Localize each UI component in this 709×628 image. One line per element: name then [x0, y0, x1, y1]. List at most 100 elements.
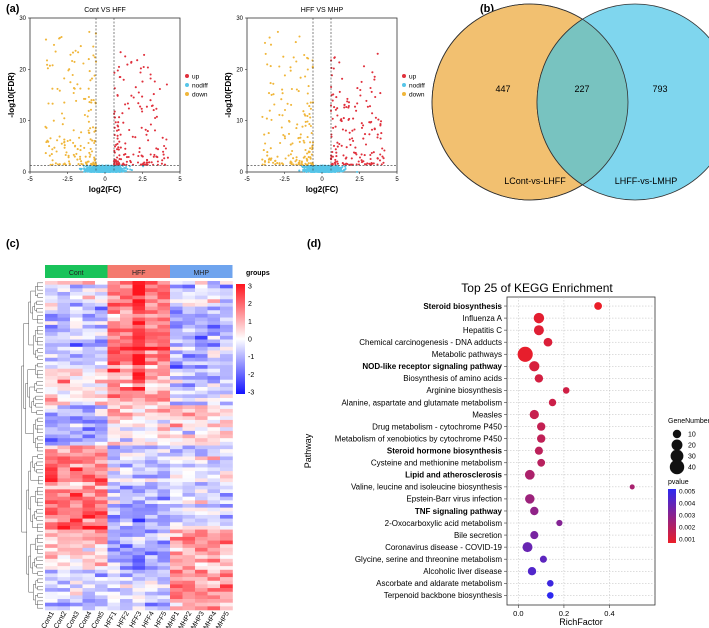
heatmap-cell [70, 438, 83, 443]
heatmap-cell [195, 547, 208, 552]
x-tick-label: 2.5 [355, 177, 364, 183]
heatmap-cell [195, 518, 208, 523]
heatmap-cell [57, 467, 71, 472]
heatmap-cell [132, 558, 146, 563]
volcano-point-up [124, 142, 127, 145]
volcano-point-up [374, 95, 377, 99]
heatmap-cell [82, 558, 96, 563]
volcano-point-down [265, 117, 268, 120]
heatmap-cell [220, 544, 233, 549]
volcano-point-down [67, 154, 70, 157]
heatmap-cell [82, 580, 96, 585]
heatmap-cell [170, 343, 183, 348]
volcano-point-up [113, 71, 116, 74]
heatmap-cell [182, 456, 196, 461]
volcano-point-down [93, 74, 96, 77]
heatmap-cell [57, 489, 71, 494]
heatmap-cell [145, 540, 158, 545]
heatmap-cell [70, 299, 83, 304]
volcano-point-down [307, 150, 310, 153]
volcano-point-up [342, 117, 345, 120]
heatmap-cell [82, 478, 96, 483]
heatmap-cell [57, 387, 71, 391]
heatmap-cell [57, 496, 71, 501]
volcano-point-down [297, 161, 300, 164]
heatmap-cell [70, 288, 83, 293]
volcano-point-down [51, 64, 54, 67]
volcano-point-down [90, 99, 93, 102]
heatmap-cell [57, 390, 71, 395]
heatmap-cell [95, 310, 108, 315]
pathway-label: Chemical carcinogenesis - DNA adducts [359, 338, 502, 347]
heatmap-cell [220, 412, 233, 417]
heatmap-cell [120, 540, 133, 545]
heatmap-cell [170, 507, 183, 512]
heatmap-cell [220, 533, 233, 538]
heatmap-cell [220, 306, 233, 311]
heatmap-cell [57, 441, 71, 446]
heatmap-cell [195, 551, 208, 556]
volcano-point-up [347, 106, 350, 109]
heatmap-cell [132, 281, 146, 285]
heatmap-cell [170, 518, 183, 523]
heatmap-cell [170, 529, 183, 534]
volcano-point-down [44, 38, 48, 41]
heatmap-cell [107, 558, 121, 563]
heatmap-cell [157, 577, 171, 582]
heatmap-cell [157, 281, 171, 285]
heatmap-cell [182, 460, 196, 465]
heatmap-cell [157, 284, 171, 289]
heatmap-cell [70, 551, 83, 556]
heatmap-cell [70, 588, 83, 593]
heatmap-cell [207, 452, 221, 457]
x-tick-label: 2.5 [138, 177, 147, 183]
heatmap-cell [82, 460, 96, 465]
heatmap-cell [195, 544, 208, 549]
heatmap-cell [157, 354, 171, 359]
heatmap-cell [45, 547, 58, 552]
heatmap-cell [107, 438, 121, 443]
heatmap-cell [182, 302, 196, 307]
volcano-point-up [119, 51, 122, 54]
heatmap-cell [107, 595, 121, 600]
heatmap-cell [57, 405, 71, 410]
heatmap-cell [57, 438, 71, 443]
volcano-point-down [44, 152, 47, 155]
volcano-point-down [289, 143, 292, 146]
heatmap-cell [207, 357, 221, 362]
heatmap-cell [207, 562, 221, 567]
volcano-point-up [383, 149, 386, 152]
volcano-point-up [358, 156, 362, 159]
volcano-point-up [116, 93, 119, 97]
heatmap-cell [120, 471, 133, 476]
heatmap-cell [95, 438, 108, 443]
volcano-point-up [336, 162, 339, 165]
heatmap-cell [220, 419, 233, 424]
heatmap-cell [120, 500, 133, 505]
volcano-point-down [46, 63, 49, 66]
heatmap-cell [45, 390, 58, 395]
heatmap-cell [132, 419, 146, 424]
volcano-point-down [295, 60, 298, 63]
heatmap-cell [132, 412, 146, 417]
volcano-point-down [308, 112, 311, 116]
heatmap-cell [195, 536, 208, 541]
heatmap-cell [170, 536, 183, 541]
heatmap-cell [95, 299, 108, 304]
pathway-bubble [537, 434, 546, 443]
heatmap-cell [57, 310, 71, 315]
heatmap-cell [95, 525, 108, 530]
heatmap-cell [157, 474, 171, 479]
volcano-point-down [54, 50, 57, 53]
volcano-point-up [118, 140, 121, 143]
volcano-point-down [93, 141, 96, 145]
heatmap-cell [120, 599, 133, 603]
heatmap-cell [57, 569, 71, 574]
heatmap-cell [220, 346, 233, 351]
heatmap-cell [220, 313, 233, 318]
heatmap-cell [57, 281, 71, 285]
heatmap-cell [82, 573, 96, 578]
heatmap-cell [95, 518, 108, 523]
heatmap-cell [120, 529, 133, 534]
heatmap-cell [157, 427, 171, 432]
